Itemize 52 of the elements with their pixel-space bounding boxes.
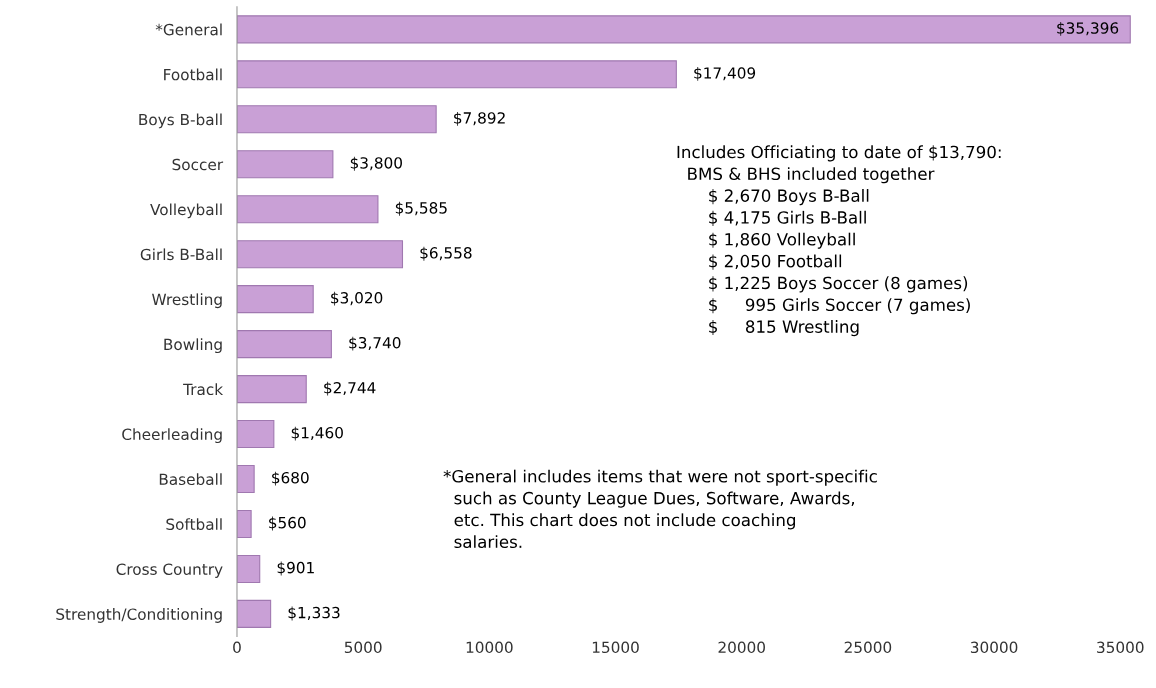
data-label: $2,744 bbox=[324, 381, 376, 396]
y-tick-label: Baseball bbox=[159, 473, 222, 486]
data-label: $680 bbox=[272, 471, 309, 486]
data-label: $3,020 bbox=[331, 291, 383, 306]
data-label: $1,333 bbox=[288, 606, 340, 621]
bar bbox=[236, 15, 1131, 44]
x-tick-label: 10000 bbox=[466, 641, 513, 654]
data-label: $6,558 bbox=[420, 246, 472, 261]
bar bbox=[236, 375, 307, 404]
y-tick-label: Girls B-Ball bbox=[140, 248, 222, 261]
y-tick-label: Softball bbox=[166, 518, 222, 531]
y-tick-label: Cheerleading bbox=[122, 428, 222, 444]
x-tick-label: 30000 bbox=[970, 641, 1018, 654]
data-label: $901 bbox=[277, 561, 314, 576]
x-tick-label: 15000 bbox=[592, 641, 639, 654]
y-tick-label: Football bbox=[164, 68, 222, 81]
bar bbox=[236, 285, 314, 314]
x-tick-label: 0 bbox=[233, 641, 241, 654]
bar bbox=[236, 464, 255, 494]
y-tick-label: Soccer bbox=[172, 158, 224, 171]
bar bbox=[236, 420, 275, 449]
bar bbox=[236, 105, 437, 134]
data-label: $7,892 bbox=[454, 111, 505, 126]
text: Includes Officiating to date of $13,790: BMS & BHS included together $ 2,670 Boys B-Ball $ 4,175 Girls B-Ball $ 1,860 Volleyball $ 2,050 Football $ 1,225 Boys Soccer (8 games) $ 995 Girls Soccer (7 games) $ 815 Wrestling bbox=[677, 145, 1001, 337]
y-tick-label: Volleyball bbox=[150, 203, 222, 219]
y-tick-label: Strength/Conditioning bbox=[56, 608, 222, 623]
x-tick-label: 5000 bbox=[344, 641, 382, 654]
x-tick-label: 20000 bbox=[718, 641, 765, 654]
x-tick-label: 25000 bbox=[844, 641, 892, 654]
data-label: $560 bbox=[269, 516, 306, 531]
data-label: $17,409 bbox=[694, 66, 756, 81]
data-label: $1,460 bbox=[291, 426, 343, 441]
bar bbox=[236, 554, 261, 583]
bar bbox=[236, 330, 332, 359]
data-label: $35,396 bbox=[1057, 21, 1119, 36]
y-tick-label: Boys B-ball bbox=[139, 113, 222, 129]
annotation: *General includes items that were not sport-specific such as County League Dues, Software, Awards, etc. This chart does not include coaching salaries. bbox=[443, 469, 877, 549]
y-tick-label: Wrestling bbox=[152, 293, 222, 309]
data-label: $3,800 bbox=[350, 156, 402, 171]
data-label: $5,585 bbox=[395, 201, 447, 216]
bar bbox=[236, 195, 379, 224]
y-tick-label: Cross Country bbox=[116, 563, 223, 578]
bar bbox=[236, 240, 404, 269]
data-label: $3,740 bbox=[349, 336, 401, 351]
bar bbox=[236, 599, 272, 628]
y-tick-label: *General bbox=[155, 23, 222, 36]
y-tick-label: Bowling bbox=[164, 338, 222, 354]
bar bbox=[236, 509, 252, 539]
bar bbox=[236, 60, 677, 89]
bar bbox=[236, 150, 334, 179]
x-tick-label: 35000 bbox=[1097, 641, 1144, 654]
y-tick-label: Track bbox=[183, 383, 224, 396]
